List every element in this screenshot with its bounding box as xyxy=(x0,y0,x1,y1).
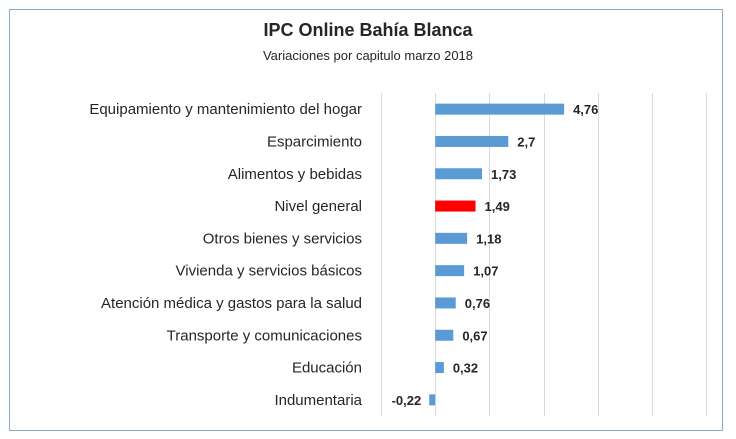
chart-title: IPC Online Bahía Blanca xyxy=(263,20,473,40)
bar xyxy=(435,168,483,180)
data-label: -0,22 xyxy=(392,393,422,408)
data-label: 1,07 xyxy=(473,264,498,279)
data-label: 0,32 xyxy=(453,361,478,376)
data-label: 1,18 xyxy=(476,231,501,246)
bar xyxy=(435,362,444,374)
category-label: Otros bienes y servicios xyxy=(203,230,362,247)
data-label: 1,73 xyxy=(491,167,516,182)
category-label: Alimentos y bebidas xyxy=(228,166,362,183)
bar xyxy=(435,232,468,244)
category-label: Esparcimiento xyxy=(267,133,362,150)
data-label: 1,49 xyxy=(485,199,510,214)
chart-frame xyxy=(9,9,723,431)
data-label: 4,76 xyxy=(573,102,598,117)
data-label: 0,67 xyxy=(462,328,487,343)
bar-highlight xyxy=(435,200,476,212)
category-label: Nivel general xyxy=(274,198,362,215)
category-label: Atención médica y gastos para la salud xyxy=(101,295,362,312)
bar xyxy=(429,394,436,406)
bar xyxy=(435,265,465,277)
bar xyxy=(435,297,456,309)
data-label: 2,7 xyxy=(517,134,535,149)
data-label: 0,76 xyxy=(465,296,490,311)
bar xyxy=(435,135,509,147)
category-label: Equipamiento y mantenimiento del hogar xyxy=(89,101,362,118)
bar xyxy=(435,329,454,341)
category-label: Vivienda y servicios básicos xyxy=(176,263,362,280)
category-label: Indumentaria xyxy=(274,392,362,409)
category-label: Educación xyxy=(292,360,362,377)
chart-subtitle: Variaciones por capitulo marzo 2018 xyxy=(262,48,474,63)
category-label: Transporte y comunicaciones xyxy=(167,327,362,344)
bar xyxy=(435,103,565,115)
